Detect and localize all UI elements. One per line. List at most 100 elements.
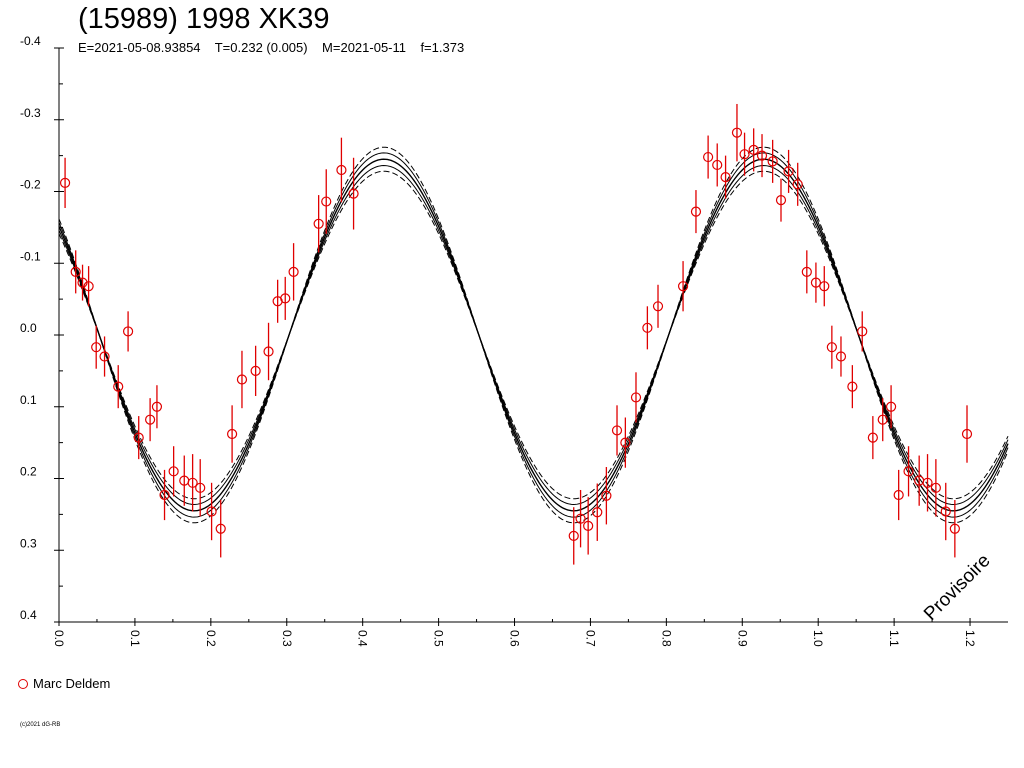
data-point [847, 381, 858, 392]
x-tick-label: 0.2 [204, 630, 218, 647]
data-point [893, 489, 904, 501]
data-point [226, 428, 238, 440]
data-point [903, 466, 914, 477]
data-point [720, 172, 731, 183]
data-point [877, 414, 888, 425]
data-point [336, 164, 347, 176]
x-tick-label: 0.7 [583, 630, 597, 647]
x-tick-label: 1.1 [887, 630, 901, 647]
data-point [922, 477, 933, 488]
data-point [885, 401, 897, 412]
data-point [215, 523, 226, 534]
data-point [611, 425, 623, 436]
data-point [236, 374, 248, 385]
legend: Marc Deldem [18, 676, 110, 692]
data-point [756, 150, 768, 161]
y-tick-label: -0.1 [20, 249, 41, 263]
data-point [630, 392, 642, 403]
x-tick-label: 0.3 [280, 630, 294, 647]
data-point [83, 281, 94, 292]
data-point [712, 159, 723, 171]
data-point [77, 277, 88, 288]
data-point [857, 326, 868, 337]
data-point [731, 127, 743, 138]
x-tick-label: 0.4 [356, 630, 370, 647]
y-tick-label: 0.3 [20, 536, 37, 550]
data-point [739, 149, 750, 160]
y-tick-label: -0.2 [20, 178, 41, 192]
data-points [59, 103, 973, 565]
chart-title: (15989) 1998 XK39 [78, 3, 330, 35]
data-point [168, 466, 179, 477]
data-point [575, 513, 586, 524]
x-tick-label: 0.9 [735, 630, 749, 647]
x-tick-label: 0.8 [659, 630, 673, 647]
legend-marker-icon [18, 679, 28, 689]
y-tick-label: 0.0 [20, 321, 37, 335]
data-point [775, 195, 787, 206]
data-point [348, 188, 359, 199]
data-point [195, 482, 206, 493]
data-point [961, 428, 973, 440]
data-point [792, 179, 803, 190]
x-tick-label: 0.1 [128, 630, 142, 647]
data-point [59, 177, 71, 188]
data-point [187, 477, 198, 488]
data-point [263, 346, 274, 357]
data-point [583, 520, 594, 531]
x-tick-label: 1.2 [963, 630, 977, 647]
y-tick-label: -0.3 [20, 106, 41, 120]
data-point [159, 489, 170, 501]
data-point [601, 490, 612, 501]
data-point [703, 151, 714, 163]
data-point [151, 401, 163, 412]
data-point [288, 266, 299, 277]
data-point [867, 432, 878, 443]
y-tick-label: 0.1 [20, 393, 37, 407]
data-point [748, 144, 759, 155]
data-point [321, 196, 332, 207]
data-point [930, 482, 941, 493]
data-point [819, 281, 830, 292]
data-point [677, 281, 689, 292]
data-point [250, 365, 261, 376]
x-tick-label: 0.0 [52, 630, 66, 647]
data-point [99, 351, 110, 362]
chart-subtitle: E=2021-05-08.93854 T=0.232 (0.005) M=202… [78, 40, 465, 55]
data-point [652, 301, 664, 312]
data-point [620, 437, 631, 448]
data-point [801, 266, 812, 277]
y-tick-label: -0.4 [20, 34, 41, 48]
x-tick-label: 0.6 [508, 630, 522, 647]
data-point [113, 381, 124, 392]
y-tick-label: 0.2 [20, 465, 37, 479]
data-point [70, 266, 81, 277]
data-point [133, 432, 144, 443]
data-point [826, 342, 837, 353]
x-tick-label: 1.0 [811, 630, 825, 647]
fit-lower-curve [58, 152, 1009, 505]
fit-upper-dashed-curve [58, 170, 1009, 524]
data-point [91, 342, 102, 353]
data-point [783, 166, 794, 177]
copyright-text: (c)2021 dG-RB [20, 722, 61, 728]
data-point [206, 506, 217, 517]
data-point [592, 507, 603, 518]
data-point [767, 156, 778, 167]
data-point [690, 206, 702, 217]
data-point [642, 322, 653, 333]
data-point [145, 414, 156, 425]
fit-upper-curve [58, 165, 1009, 518]
x-tick-label: 0.5 [432, 630, 446, 647]
data-point [949, 523, 960, 534]
model-curves [58, 146, 1009, 524]
data-point [835, 351, 847, 362]
y-tick-label: 0.4 [20, 608, 37, 622]
data-point [810, 277, 822, 288]
data-point [568, 530, 579, 542]
data-point [280, 293, 291, 304]
data-point [940, 506, 951, 517]
data-point [313, 218, 324, 229]
axes: -0.4 -0.3 -0.2 -0.1 0.0 0.1 0.2 0.3 0.4 0.0 0.1 0.2… [20, 34, 1008, 647]
